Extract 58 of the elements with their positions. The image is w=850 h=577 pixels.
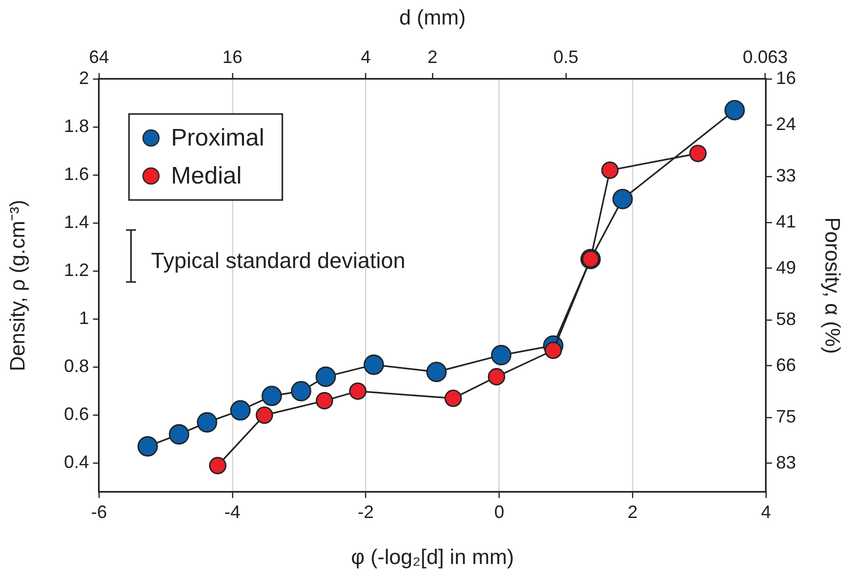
point (689, 144, 707, 162)
y2-tick-label: 66 (776, 354, 796, 375)
point (444, 390, 462, 408)
x2-tick-label: 64 (88, 47, 110, 68)
x2-tick-label: 16 (222, 47, 242, 68)
x2-tick-label: 0.5 (553, 47, 578, 68)
point (601, 162, 619, 179)
y2-tick-label: 16 (776, 68, 796, 88)
point (137, 436, 158, 457)
y2-tick-label: 83 (776, 452, 796, 472)
y2-tick-label: 24 (776, 114, 796, 134)
point (612, 188, 633, 210)
legend-label: Proximal (171, 124, 264, 152)
x2-tick-label: 2 (427, 47, 438, 68)
x-tick-label: 0 (494, 502, 504, 522)
x-tick-label: -2 (358, 502, 374, 522)
y-tick-label: 1 (78, 308, 89, 328)
x2-tick-label: 4 (360, 47, 371, 68)
point (544, 342, 562, 360)
y-tick-label: 1.8 (64, 116, 89, 136)
point (349, 382, 366, 400)
y-axis-title: Density, ρ (g.cm⁻³) (6, 200, 30, 372)
y-tick-label: 0.4 (64, 452, 89, 472)
x2-tick-label: 0.063 (742, 47, 788, 68)
y-tick-label: 1.6 (64, 164, 89, 184)
legend-label: Medial (171, 162, 242, 190)
y-tick-label: 1.4 (64, 212, 89, 232)
y2-axis-title: Porosity, α (%) (820, 217, 844, 354)
point (426, 362, 447, 382)
point (196, 412, 218, 433)
point (256, 406, 274, 424)
y2-tick-label: 33 (776, 165, 796, 186)
point (209, 456, 226, 474)
x-tick-label: 4 (760, 502, 772, 522)
y-tick-label: 1.2 (64, 260, 89, 280)
x-tick-label: 2 (628, 502, 638, 522)
point (316, 366, 336, 387)
point (364, 354, 384, 375)
y-tick-label: 2 (78, 68, 89, 88)
y-tick-label: 0.6 (64, 404, 89, 424)
point (724, 100, 745, 120)
point (316, 392, 334, 410)
point (230, 400, 251, 421)
x2-axis-title: d (mm) (399, 6, 466, 30)
y2-tick-label: 49 (776, 257, 796, 278)
x-axis-title: φ (-log₂[d] in mm) (351, 546, 514, 570)
point (290, 380, 312, 402)
point (262, 386, 282, 406)
x-tick-label: -6 (90, 502, 108, 522)
y2-tick-label: 75 (776, 406, 796, 426)
point (488, 368, 506, 386)
point (491, 344, 512, 366)
x-tick-label: -4 (224, 502, 240, 522)
y-tick-label: 0.8 (64, 356, 89, 376)
point (168, 424, 190, 445)
y2-tick-label: 41 (776, 211, 796, 232)
y2-tick-label: 58 (776, 308, 796, 329)
annotation: Typical standard deviation (151, 248, 406, 274)
